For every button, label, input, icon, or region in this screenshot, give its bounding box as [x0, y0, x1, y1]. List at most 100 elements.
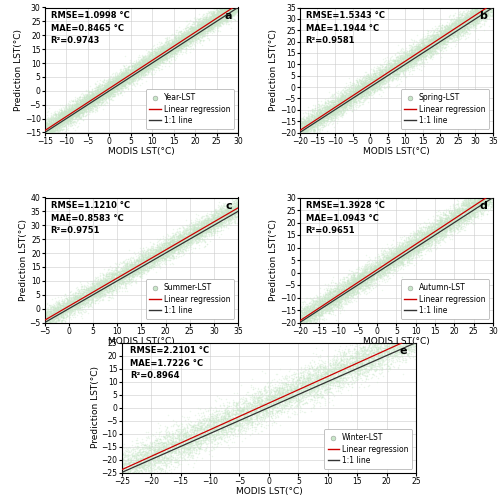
Point	[389, 256, 397, 264]
Point	[476, 14, 484, 22]
Point	[175, 42, 183, 50]
Point	[124, 72, 132, 80]
Point	[101, 99, 109, 107]
Point	[224, 5, 232, 13]
Point	[343, 101, 351, 109]
Point	[430, 32, 438, 40]
Point	[370, 340, 377, 348]
Point	[276, 422, 284, 430]
Point	[68, 115, 76, 123]
Point	[150, 52, 158, 60]
Point	[143, 454, 151, 462]
Point	[185, 448, 193, 456]
Point	[161, 48, 169, 56]
Point	[126, 265, 134, 273]
Point	[385, 68, 393, 76]
Point	[109, 87, 117, 95]
Point	[334, 291, 342, 299]
Point	[332, 98, 340, 106]
Point	[118, 74, 126, 82]
Point	[450, 16, 458, 24]
Point	[425, 48, 433, 56]
Point	[145, 455, 153, 463]
Point	[192, 24, 200, 32]
Point	[63, 298, 71, 306]
Point	[393, 250, 401, 258]
Point	[442, 208, 450, 216]
Point	[120, 82, 128, 90]
Point	[63, 297, 71, 305]
Point	[169, 244, 177, 252]
Point	[124, 457, 131, 465]
Point	[125, 70, 133, 78]
Point	[155, 456, 163, 464]
Point	[334, 296, 342, 304]
Point	[224, 6, 232, 14]
Point	[131, 444, 139, 452]
Point	[132, 256, 140, 264]
Point	[210, 10, 218, 18]
Point	[348, 285, 356, 293]
Point	[338, 112, 346, 120]
Point	[299, 368, 307, 376]
Point	[361, 277, 369, 285]
Point	[397, 251, 405, 259]
Point	[137, 466, 145, 474]
Point	[200, 221, 208, 229]
Point	[310, 385, 318, 393]
Point	[304, 308, 312, 316]
Point	[63, 116, 71, 124]
Point	[362, 88, 370, 96]
Point	[361, 262, 369, 270]
Point	[176, 36, 184, 44]
Point	[356, 346, 364, 354]
Point	[348, 358, 356, 366]
Point	[187, 32, 195, 40]
Point	[310, 112, 318, 120]
Point	[399, 252, 407, 260]
Point	[139, 260, 147, 268]
Point	[132, 71, 140, 79]
Point	[300, 308, 308, 316]
Point	[55, 118, 63, 126]
Point	[433, 26, 441, 34]
Point	[362, 80, 370, 88]
Point	[475, 19, 483, 27]
Point	[58, 297, 66, 305]
Point	[397, 258, 405, 266]
Point	[410, 48, 418, 56]
Point	[65, 112, 73, 120]
Point	[308, 380, 316, 388]
Point	[354, 276, 362, 284]
Point	[228, 416, 236, 424]
Point	[340, 100, 348, 108]
Point	[445, 20, 453, 28]
Point	[170, 37, 178, 45]
Point	[181, 34, 189, 42]
Point	[54, 303, 62, 311]
Point	[149, 250, 157, 258]
Point	[180, 225, 188, 233]
Point	[447, 219, 455, 227]
Point	[330, 375, 338, 383]
Point	[145, 253, 153, 261]
Point	[138, 258, 146, 266]
Point	[148, 442, 156, 450]
Point	[130, 257, 138, 265]
Point	[323, 300, 331, 308]
Point	[389, 246, 397, 254]
Point	[456, 18, 464, 26]
Point	[427, 38, 435, 46]
Point	[143, 60, 151, 68]
Point	[374, 72, 381, 80]
Point	[320, 118, 328, 126]
Point	[356, 273, 364, 281]
Point	[345, 96, 353, 104]
Point	[319, 379, 327, 387]
Point	[294, 392, 302, 400]
Point	[459, 214, 467, 222]
Point	[384, 263, 392, 271]
Point	[104, 278, 112, 286]
Point	[94, 289, 102, 297]
Point	[356, 86, 364, 94]
